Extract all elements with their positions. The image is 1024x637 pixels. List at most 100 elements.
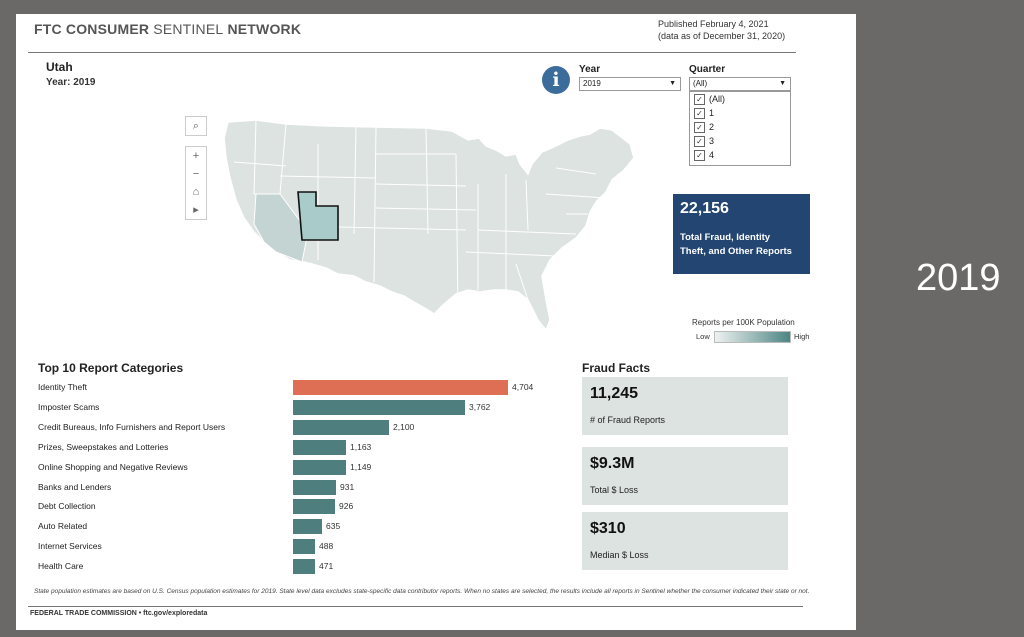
year-subtitle: Year: 2019 bbox=[46, 77, 96, 88]
year-select[interactable]: 2019 ▼ bbox=[579, 77, 681, 91]
category-label: Online Shopping and Negative Reviews bbox=[38, 462, 188, 472]
category-label: Credit Bureaus, Info Furnishers and Repo… bbox=[38, 422, 226, 432]
checkbox-checked-icon[interactable]: ✓ bbox=[694, 121, 705, 133]
category-label: Identity Theft bbox=[38, 382, 87, 392]
total-loss-value: $9.3M bbox=[590, 455, 635, 472]
category-bar[interactable] bbox=[293, 380, 508, 395]
map-search-control[interactable]: ⌕ bbox=[185, 116, 207, 136]
category-row[interactable]: Online Shopping and Negative Reviews 1,14… bbox=[38, 460, 558, 476]
category-value: 926 bbox=[339, 501, 354, 511]
fraud-facts-title: Fraud Facts bbox=[582, 361, 651, 375]
top10-title: Top 10 Report Categories bbox=[38, 361, 184, 375]
year-filter-label: Year bbox=[579, 64, 601, 75]
published-date: Published February 4, 2021 bbox=[658, 19, 769, 29]
category-row[interactable]: Health Care 471 bbox=[38, 559, 558, 575]
state-borders bbox=[233, 119, 607, 311]
category-label: Debt Collection bbox=[38, 501, 96, 511]
category-value: 635 bbox=[326, 521, 341, 531]
category-bar[interactable] bbox=[293, 559, 315, 574]
category-bar[interactable] bbox=[293, 400, 465, 415]
category-value: 488 bbox=[319, 541, 334, 551]
quarter-option[interactable]: ✓ 1 bbox=[690, 106, 790, 120]
category-bar[interactable] bbox=[293, 499, 335, 514]
search-icon[interactable]: ⌕ bbox=[192, 120, 200, 132]
category-label: Internet Services bbox=[38, 541, 102, 551]
ftc-footer: FEDERAL TRADE COMMISSION • ftc.gov/explo… bbox=[30, 610, 208, 617]
checkbox-checked-icon[interactable]: ✓ bbox=[694, 149, 705, 161]
legend-low-label: Low bbox=[696, 332, 710, 341]
total-reports-kpi: 22,156 Total Fraud, Identity Theft, and … bbox=[673, 194, 810, 274]
publication-info: Published February 4, 2021 (data as of D… bbox=[658, 18, 785, 42]
median-loss-label: Median $ Loss bbox=[590, 550, 649, 560]
home-icon[interactable]: ⌂ bbox=[192, 186, 200, 198]
category-row[interactable]: Prizes, Sweepstakes and Lotteries 1,163 bbox=[38, 440, 558, 456]
category-value: 931 bbox=[340, 482, 355, 492]
checkbox-checked-icon[interactable]: ✓ bbox=[694, 93, 705, 105]
category-row[interactable]: Internet Services 488 bbox=[38, 539, 558, 555]
fraud-reports-label: # of Fraud Reports bbox=[590, 415, 666, 425]
category-label: Auto Related bbox=[38, 521, 88, 531]
legend-high-label: High bbox=[794, 332, 810, 341]
quarter-select-value: (All) bbox=[693, 79, 708, 88]
legend-color-ramp bbox=[714, 331, 791, 343]
quarter-select[interactable]: (All) ▼ bbox=[689, 77, 791, 91]
category-value: 2,100 bbox=[393, 422, 415, 432]
footnote: State population estimates are based on … bbox=[34, 588, 810, 595]
category-row[interactable]: Debt Collection 926 bbox=[38, 499, 558, 515]
zoom-out-icon[interactable]: − bbox=[192, 168, 200, 180]
category-bar[interactable] bbox=[293, 539, 315, 554]
total-loss-label: Total $ Loss bbox=[590, 485, 639, 495]
state-title: Utah bbox=[46, 60, 73, 74]
fraud-reports-card: 11,245 # of Fraud Reports bbox=[582, 377, 788, 435]
chevron-down-icon: ▼ bbox=[669, 80, 676, 87]
year-select-value: 2019 bbox=[583, 79, 601, 88]
quarter-options-list: ✓ (All) ✓ 1 ✓ 2 ✓ 3 ✓ 4 bbox=[689, 91, 791, 166]
total-reports-value: 22,156 bbox=[680, 200, 729, 217]
info-icon[interactable]: i bbox=[542, 66, 570, 94]
checkbox-checked-icon[interactable]: ✓ bbox=[694, 135, 705, 147]
quarter-filter-label: Quarter bbox=[689, 64, 726, 75]
category-row[interactable]: Credit Bureaus, Info Furnishers and Repo… bbox=[38, 420, 558, 436]
chevron-down-icon: ▼ bbox=[779, 80, 786, 87]
category-value: 471 bbox=[319, 561, 334, 571]
us-map-shape bbox=[223, 119, 635, 332]
fraud-reports-value: 11,245 bbox=[590, 385, 639, 402]
play-icon[interactable]: ▸ bbox=[193, 204, 199, 216]
us-state-map[interactable] bbox=[216, 114, 656, 354]
slide-year-label: 2019 bbox=[916, 257, 1001, 299]
median-loss-card: $310 Median $ Loss bbox=[582, 512, 788, 570]
category-bar[interactable] bbox=[293, 460, 346, 475]
dashboard-panel: FTC CONSUMER SENTINEL NETWORK Published … bbox=[16, 14, 856, 630]
header-divider bbox=[28, 52, 796, 53]
category-bar[interactable] bbox=[293, 519, 322, 534]
footer-divider bbox=[28, 606, 803, 607]
category-value: 1,149 bbox=[350, 462, 372, 472]
category-label: Imposter Scams bbox=[38, 402, 100, 412]
map-zoom-controls: + − ⌂ ▸ bbox=[185, 146, 207, 220]
total-reports-label: Total Fraud, Identity Theft, and Other R… bbox=[680, 232, 792, 257]
quarter-option[interactable]: ✓ 4 bbox=[690, 148, 790, 162]
brand-title: FTC CONSUMER SENTINEL NETWORK bbox=[34, 21, 302, 37]
category-label: Prizes, Sweepstakes and Lotteries bbox=[38, 442, 169, 452]
checkbox-checked-icon[interactable]: ✓ bbox=[694, 107, 705, 119]
median-loss-value: $310 bbox=[590, 520, 626, 537]
nevada-region bbox=[253, 193, 309, 263]
category-row[interactable]: Identity Theft 4,704 bbox=[38, 380, 558, 396]
category-value: 1,163 bbox=[350, 442, 372, 452]
category-row[interactable]: Imposter Scams 3,762 bbox=[38, 400, 558, 416]
category-value: 4,704 bbox=[512, 382, 534, 392]
category-label: Banks and Lenders bbox=[38, 482, 112, 492]
data-as-of: (data as of December 31, 2020) bbox=[658, 31, 786, 41]
quarter-option[interactable]: ✓ 3 bbox=[690, 134, 790, 148]
category-row[interactable]: Banks and Lenders 931 bbox=[38, 480, 558, 496]
category-bar[interactable] bbox=[293, 480, 336, 495]
map-legend-title: Reports per 100K Population bbox=[692, 318, 795, 327]
category-bar[interactable] bbox=[293, 440, 346, 455]
total-loss-card: $9.3M Total $ Loss bbox=[582, 447, 788, 505]
category-row[interactable]: Auto Related 635 bbox=[38, 519, 558, 535]
utah-highlighted-state[interactable] bbox=[297, 191, 339, 241]
quarter-option[interactable]: ✓ (All) bbox=[690, 92, 790, 106]
category-bar[interactable] bbox=[293, 420, 389, 435]
quarter-option[interactable]: ✓ 2 bbox=[690, 120, 790, 134]
zoom-in-icon[interactable]: + bbox=[192, 150, 200, 162]
